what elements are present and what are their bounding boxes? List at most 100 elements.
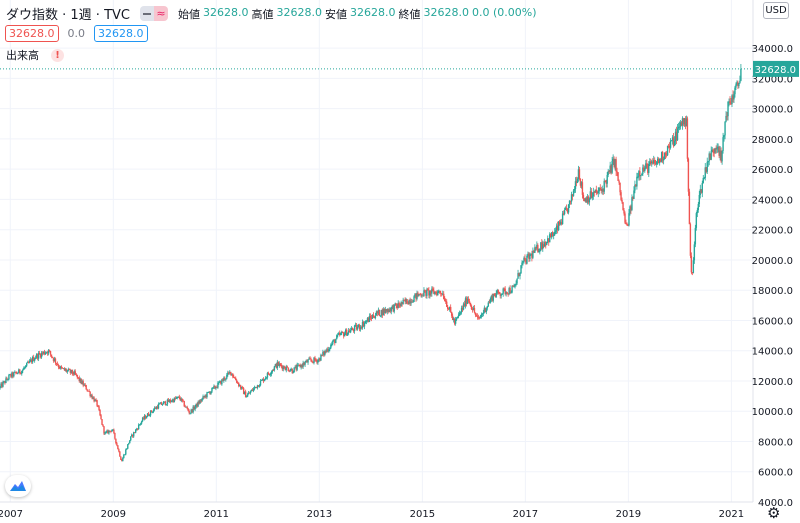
- candle: [565, 204, 568, 212]
- candle: [124, 454, 126, 456]
- candle: [265, 376, 268, 380]
- candle: [97, 404, 99, 408]
- symbol-title[interactable]: ダウ指数 · 1週 · TVC: [6, 8, 130, 23]
- candle: [144, 414, 147, 420]
- candle: [149, 410, 152, 418]
- candle: [432, 286, 434, 292]
- open-value: 32628.0: [202, 5, 249, 19]
- current-price-tag: 32628.0: [753, 60, 799, 77]
- ask-price[interactable]: 32628.0: [94, 25, 148, 42]
- grid-lines: [0, 0, 753, 503]
- candle: [68, 368, 71, 370]
- high-value: 32628.0: [276, 5, 322, 19]
- candle: [184, 404, 186, 408]
- time-axis[interactable]: 2007 2009 2011 2013 2015 2017 2019 2021: [0, 509, 744, 520]
- candle: [227, 370, 229, 377]
- candle: [200, 399, 202, 403]
- candle: [504, 286, 506, 296]
- tradingview-logo-icon[interactable]: [5, 475, 31, 497]
- candle: [42, 351, 45, 355]
- candle: [61, 367, 64, 369]
- gear-icon[interactable]: ⚙: [767, 504, 781, 522]
- candle: [52, 357, 55, 363]
- candle: [704, 163, 706, 181]
- wave-icon[interactable]: ≈: [153, 6, 168, 21]
- candle: [612, 154, 614, 165]
- bid-price[interactable]: 32628.0: [5, 25, 59, 42]
- candle: [474, 312, 477, 318]
- price-axis[interactable]: 4000.0 6000.0 8000.0 10000.0 12000.0 14000.0 1…: [752, 44, 793, 509]
- candle: [130, 436, 132, 442]
- candle: [679, 120, 682, 130]
- candle: [167, 397, 170, 403]
- candle: [437, 289, 439, 296]
- candle: [6, 376, 8, 381]
- candle: [27, 360, 29, 363]
- candle: [530, 253, 532, 256]
- candle: [477, 314, 480, 320]
- volume-label[interactable]: 出来高: [6, 49, 39, 62]
- candle: [361, 319, 364, 330]
- candle: [731, 94, 733, 108]
- candle: [340, 332, 342, 336]
- candle: [75, 372, 77, 377]
- candle: [567, 204, 570, 215]
- candle: [87, 390, 89, 392]
- candle: [294, 365, 296, 369]
- candle: [672, 133, 675, 148]
- candle: [350, 326, 353, 331]
- candle: [244, 389, 247, 398]
- candlestick-series[interactable]: [0, 63, 742, 462]
- candle: [645, 159, 647, 170]
- candle: [555, 223, 558, 235]
- candle: [512, 285, 514, 288]
- currency-button[interactable]: USD: [763, 2, 789, 19]
- candle: [279, 363, 282, 367]
- candle: [308, 356, 310, 360]
- candle: [614, 158, 616, 171]
- candle: [53, 356, 56, 362]
- candle: [76, 374, 78, 380]
- candle: [41, 351, 44, 356]
- y-tick-label: 4000.0: [758, 498, 793, 509]
- candle: [82, 379, 84, 388]
- candle: [175, 396, 178, 400]
- candle: [221, 378, 223, 386]
- candle: [588, 197, 591, 206]
- candle: [229, 370, 231, 375]
- candle: [78, 375, 80, 383]
- candle: [126, 448, 128, 450]
- warning-icon[interactable]: !: [51, 48, 64, 62]
- candle: [297, 362, 299, 367]
- candle: [0, 385, 1, 390]
- legend-toggle-group[interactable]: ≈: [139, 6, 168, 21]
- candle: [368, 313, 371, 323]
- candle: [109, 430, 111, 432]
- candle: [102, 424, 104, 427]
- candle: [125, 448, 127, 456]
- candle: [318, 357, 320, 362]
- candle: [629, 205, 631, 216]
- candle: [278, 361, 281, 368]
- candle: [586, 194, 589, 205]
- candle: [384, 306, 387, 314]
- candle: [448, 306, 451, 312]
- hide-legend-icon[interactable]: [139, 6, 154, 21]
- candle: [714, 147, 716, 154]
- candle: [29, 358, 31, 364]
- candle: [179, 396, 181, 402]
- candle: [188, 409, 190, 415]
- candle: [81, 379, 83, 385]
- candle: [663, 152, 666, 160]
- candle: [317, 359, 319, 365]
- candle: [589, 187, 592, 200]
- candle: [186, 405, 188, 410]
- candle: [482, 309, 485, 317]
- candle: [92, 396, 94, 400]
- candle: [374, 312, 377, 320]
- candle: [456, 316, 459, 319]
- candle: [611, 156, 613, 174]
- candle: [269, 372, 272, 377]
- candle: [563, 207, 566, 216]
